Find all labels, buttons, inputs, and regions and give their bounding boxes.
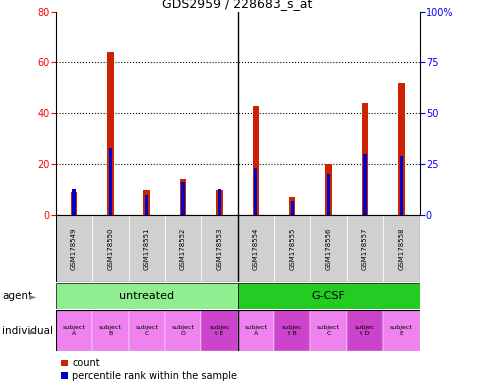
Bar (397, 83, 404, 215)
Bar (107, 52, 113, 215)
Bar (382, 310, 419, 351)
Text: GSM178556: GSM178556 (325, 227, 331, 270)
Bar (180, 179, 186, 215)
Bar (128, 215, 165, 282)
Text: subject
A: subject A (62, 325, 85, 336)
Bar (145, 195, 148, 215)
Text: agent: agent (2, 291, 32, 301)
Text: subject
C: subject C (135, 325, 158, 336)
Bar (71, 192, 77, 215)
Text: GSM178551: GSM178551 (143, 227, 150, 270)
Text: G-CSF: G-CSF (311, 291, 345, 301)
Title: GDS2959 / 228683_s_at: GDS2959 / 228683_s_at (162, 0, 312, 10)
Bar (216, 190, 222, 215)
Bar (56, 283, 237, 309)
Bar (165, 215, 201, 282)
Bar (382, 215, 419, 282)
Text: subject
A: subject A (244, 325, 267, 336)
Bar (237, 215, 273, 282)
Bar (108, 148, 112, 215)
Bar (237, 283, 419, 309)
Bar (273, 215, 310, 282)
Bar (181, 182, 184, 215)
Text: GSM178555: GSM178555 (288, 227, 295, 270)
Text: ►: ► (29, 326, 37, 336)
Text: subjec
t B: subjec t B (281, 325, 302, 336)
Text: subjec
t E: subjec t E (209, 325, 229, 336)
Text: subjec
t D: subjec t D (354, 325, 375, 336)
Text: GSM178550: GSM178550 (107, 227, 113, 270)
Text: GSM178549: GSM178549 (71, 227, 77, 270)
Text: subject
E: subject E (389, 325, 412, 336)
Bar (346, 215, 382, 282)
Bar (92, 310, 128, 351)
Text: GSM178554: GSM178554 (252, 227, 258, 270)
Bar (237, 310, 273, 351)
Bar (201, 310, 237, 351)
Bar (288, 197, 295, 215)
Bar (273, 310, 310, 351)
Bar (363, 154, 366, 215)
Text: GSM178558: GSM178558 (397, 227, 404, 270)
Bar (325, 164, 331, 215)
Text: GSM178552: GSM178552 (180, 227, 186, 270)
Text: count: count (72, 358, 100, 368)
Bar (217, 189, 221, 215)
Bar (326, 174, 330, 215)
Text: individual: individual (2, 326, 53, 336)
Bar (72, 189, 76, 215)
Bar (346, 310, 382, 351)
Bar (56, 215, 92, 282)
Text: percentile rank within the sample: percentile rank within the sample (72, 371, 237, 381)
Bar (399, 156, 402, 215)
Text: subject
C: subject C (317, 325, 339, 336)
Text: GSM178557: GSM178557 (361, 227, 367, 270)
Bar (143, 190, 150, 215)
Text: subject
B: subject B (99, 325, 121, 336)
Bar (290, 201, 293, 215)
Bar (201, 215, 237, 282)
Bar (252, 106, 258, 215)
Bar (310, 215, 346, 282)
Text: untreated: untreated (119, 291, 174, 301)
Text: ►: ► (29, 291, 37, 301)
Text: subject
D: subject D (171, 325, 194, 336)
Bar (310, 310, 346, 351)
Bar (128, 310, 165, 351)
Bar (254, 168, 257, 215)
Text: GSM178553: GSM178553 (216, 227, 222, 270)
Bar (56, 310, 92, 351)
Bar (361, 103, 367, 215)
Bar (165, 310, 201, 351)
Bar (92, 215, 128, 282)
